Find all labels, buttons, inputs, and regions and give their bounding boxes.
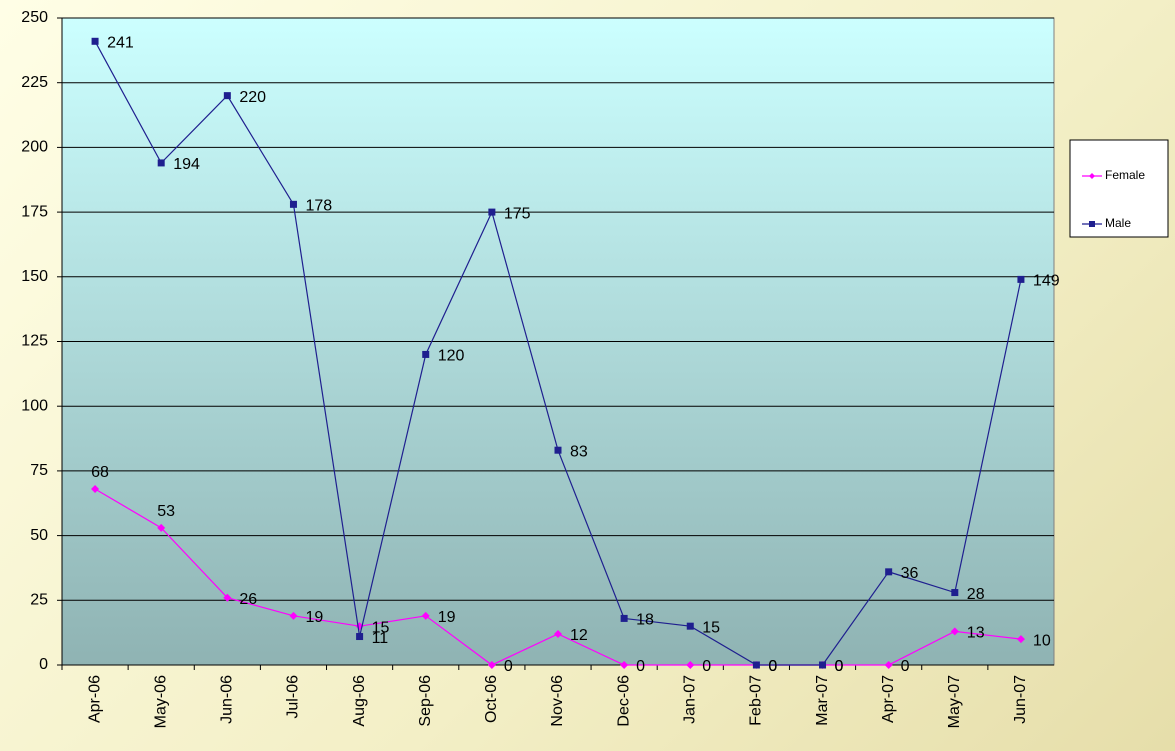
data-label: 0 [901,658,910,675]
marker [289,200,297,208]
data-label: 19 [438,609,456,626]
data-label: 0 [768,658,777,675]
data-label: 0 [768,658,777,675]
data-label: 53 [157,503,175,520]
marker [422,350,430,358]
marker [91,485,100,494]
x-tick-label: Jul-06 [285,675,302,719]
x-tick-label: May-07 [946,675,963,728]
marker [91,37,99,45]
marker [885,568,893,576]
x-tick-label: Feb-07 [748,675,765,726]
data-label: 26 [239,591,257,608]
x-tick-label: May-06 [152,675,169,728]
data-label: 28 [967,586,985,603]
marker [356,633,364,641]
data-label: 0 [504,658,513,675]
marker [620,661,629,669]
marker [223,593,232,602]
legend-marker [1089,221,1095,227]
x-tick-label: Apr-06 [86,675,103,723]
y-tick-label: 100 [21,397,48,414]
x-tick-label: Mar-07 [814,675,831,726]
data-label: 18 [636,612,654,629]
data-label: 10 [1033,632,1051,649]
data-label: 241 [107,35,134,52]
y-tick-label: 150 [21,268,48,285]
y-tick-label: 175 [21,203,48,220]
data-label: 149 [1033,273,1060,290]
data-label: 19 [305,609,323,626]
legend-label: Male [1105,216,1131,230]
marker [819,661,827,669]
data-label: 13 [967,625,985,642]
data-label: 0 [835,658,844,675]
marker [950,627,959,636]
marker [686,622,694,630]
y-tick-label: 250 [21,9,48,26]
marker [1017,275,1025,283]
marker [421,611,430,620]
data-label: 220 [239,89,266,106]
data-label: 175 [504,205,531,222]
marker [289,611,298,620]
y-tick-label: 200 [21,139,48,156]
marker [884,661,893,669]
data-label: 12 [570,627,588,644]
legend-label: Female [1105,168,1145,182]
marker [620,614,628,622]
data-label: 178 [305,198,332,215]
marker [752,661,760,669]
data-label: 68 [91,464,109,481]
x-tick-label: Nov-06 [549,675,566,727]
marker [686,661,695,669]
x-tick-label: Apr-07 [880,675,897,723]
data-label: 83 [570,443,588,460]
marker [554,446,562,454]
data-label: 36 [901,565,919,582]
marker [157,159,165,167]
y-tick-label: 0 [39,656,48,673]
x-tick-label: Jun-07 [1012,675,1029,724]
data-label: 120 [438,348,465,365]
x-tick-label: Aug-06 [351,675,368,727]
marker [1016,635,1025,644]
data-label: 0 [702,658,711,675]
marker [487,661,496,669]
legend: Female Male [1069,139,1169,238]
x-tick-label: Oct-06 [483,675,500,723]
legend-box [1069,139,1169,238]
marker [951,589,959,597]
x-tick-label: Dec-06 [615,675,632,727]
marker [223,92,231,100]
x-tick-label: Sep-06 [417,675,434,727]
x-tick-label: Jun-06 [219,675,236,724]
data-label: 0 [636,658,645,675]
y-tick-label: 50 [30,527,48,544]
data-label: 15 [702,619,720,636]
y-tick-label: 25 [30,592,48,609]
data-label: 15 [372,619,390,636]
y-tick-label: 75 [30,462,48,479]
legend-marker [1089,173,1095,179]
data-label: 0 [835,658,844,675]
marker [554,629,562,638]
data-label: 194 [173,156,200,173]
marker [157,523,166,532]
y-tick-label: 125 [21,333,48,350]
marker [488,208,496,216]
y-tick-label: 225 [21,74,48,91]
data-label: 11 [372,630,389,647]
x-tick-label: Jan-07 [681,675,698,724]
